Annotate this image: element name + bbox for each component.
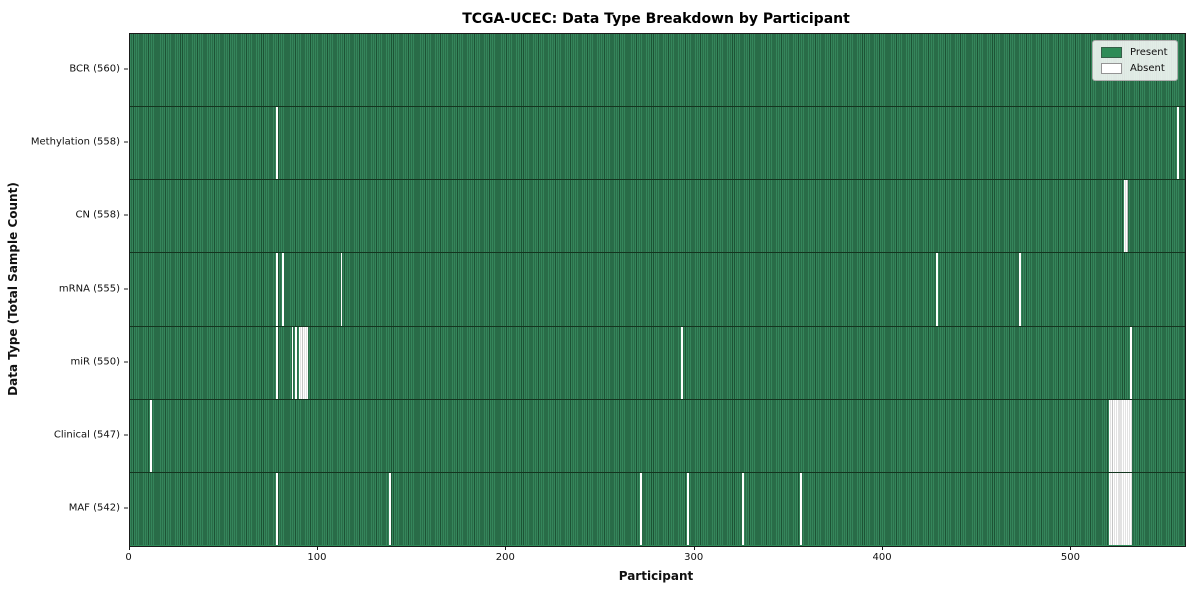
legend: Present Absent: [1091, 39, 1178, 81]
absent-gap: [1124, 180, 1128, 253]
legend-label: Absent: [1129, 62, 1165, 74]
heatmap-row-cn: [129, 180, 1185, 254]
y-tick-label: Methylation (558): [30, 136, 120, 148]
legend-item-absent: Absent: [1100, 62, 1168, 74]
x-tick-label: 0: [125, 552, 132, 563]
y-tick-label: Clinical (547): [53, 429, 120, 441]
y-tick-mark: [124, 141, 128, 143]
absent-gap: [389, 473, 392, 546]
x-tick-mark: [316, 546, 318, 550]
absent-gap: [741, 473, 744, 546]
x-tick-mark: [882, 546, 884, 550]
absent-gap: [1129, 326, 1132, 399]
heatmap-row-maf: [129, 473, 1185, 546]
y-axis-label: Data Type (Total Sample Count): [6, 182, 20, 396]
x-tick-label: 400: [872, 552, 892, 563]
y-tick-mark: [124, 288, 128, 289]
absent-gap: [687, 473, 690, 546]
absent-gap: [1109, 473, 1132, 546]
y-tick-mark: [124, 214, 128, 216]
absent-gap: [276, 473, 279, 546]
legend-label: Present: [1129, 46, 1168, 58]
heatmap-row-methylation: [129, 106, 1185, 181]
absent-gap: [276, 326, 279, 399]
x-tick-mark: [693, 546, 695, 550]
legend-swatch-icon: [1100, 46, 1122, 58]
chart-title: TCGA-UCEC: Data Type Breakdown by Partic…: [462, 11, 850, 27]
absent-gap: [276, 106, 279, 180]
absent-gap: [681, 326, 684, 399]
x-tick-label: 100: [307, 552, 327, 563]
legend-swatch-icon: [1100, 62, 1122, 74]
absent-gap: [640, 473, 642, 546]
y-tick-mark: [124, 361, 128, 363]
y-tick-mark: [124, 434, 128, 436]
absent-gap: [276, 253, 279, 326]
y-tick-mark: [124, 68, 128, 70]
y-tick-mark: [124, 507, 128, 509]
x-axis-label: Participant: [618, 569, 694, 583]
absent-gap: [291, 326, 294, 399]
absent-gap: [299, 326, 309, 399]
x-tick-mark: [1070, 546, 1072, 550]
heatmap-row-clinical: [129, 399, 1185, 474]
heatmap-row-mrna: [129, 253, 1185, 327]
heatmap-rows: [129, 33, 1185, 546]
absent-gap: [150, 399, 153, 473]
absent-gap: [1018, 253, 1021, 326]
heatmap-row-mir: [129, 326, 1185, 400]
y-tick-label: MAF (542): [68, 502, 120, 514]
x-tick-label: 200: [495, 552, 515, 563]
absent-gap: [1109, 399, 1132, 473]
x-tick-mark: [128, 546, 130, 550]
legend-item-present: Present: [1100, 46, 1168, 58]
y-tick-label: miR (550): [70, 356, 120, 368]
y-tick-label: CN (558): [75, 209, 120, 221]
plot-area: Present Absent: [128, 32, 1186, 547]
absent-gap: [295, 326, 298, 399]
y-tick-label: BCR (560): [69, 63, 120, 75]
heatmap-row-bcr: [129, 33, 1185, 107]
absent-gap: [935, 253, 938, 326]
absent-gap: [340, 253, 343, 326]
x-tick-mark: [505, 546, 507, 550]
absent-gap: [1176, 106, 1179, 180]
x-tick-label: 300: [684, 552, 704, 563]
absent-gap: [800, 473, 803, 546]
absent-gap: [282, 253, 284, 326]
y-tick-label: mRNA (555): [58, 283, 120, 294]
x-tick-label: 500: [1060, 552, 1080, 563]
